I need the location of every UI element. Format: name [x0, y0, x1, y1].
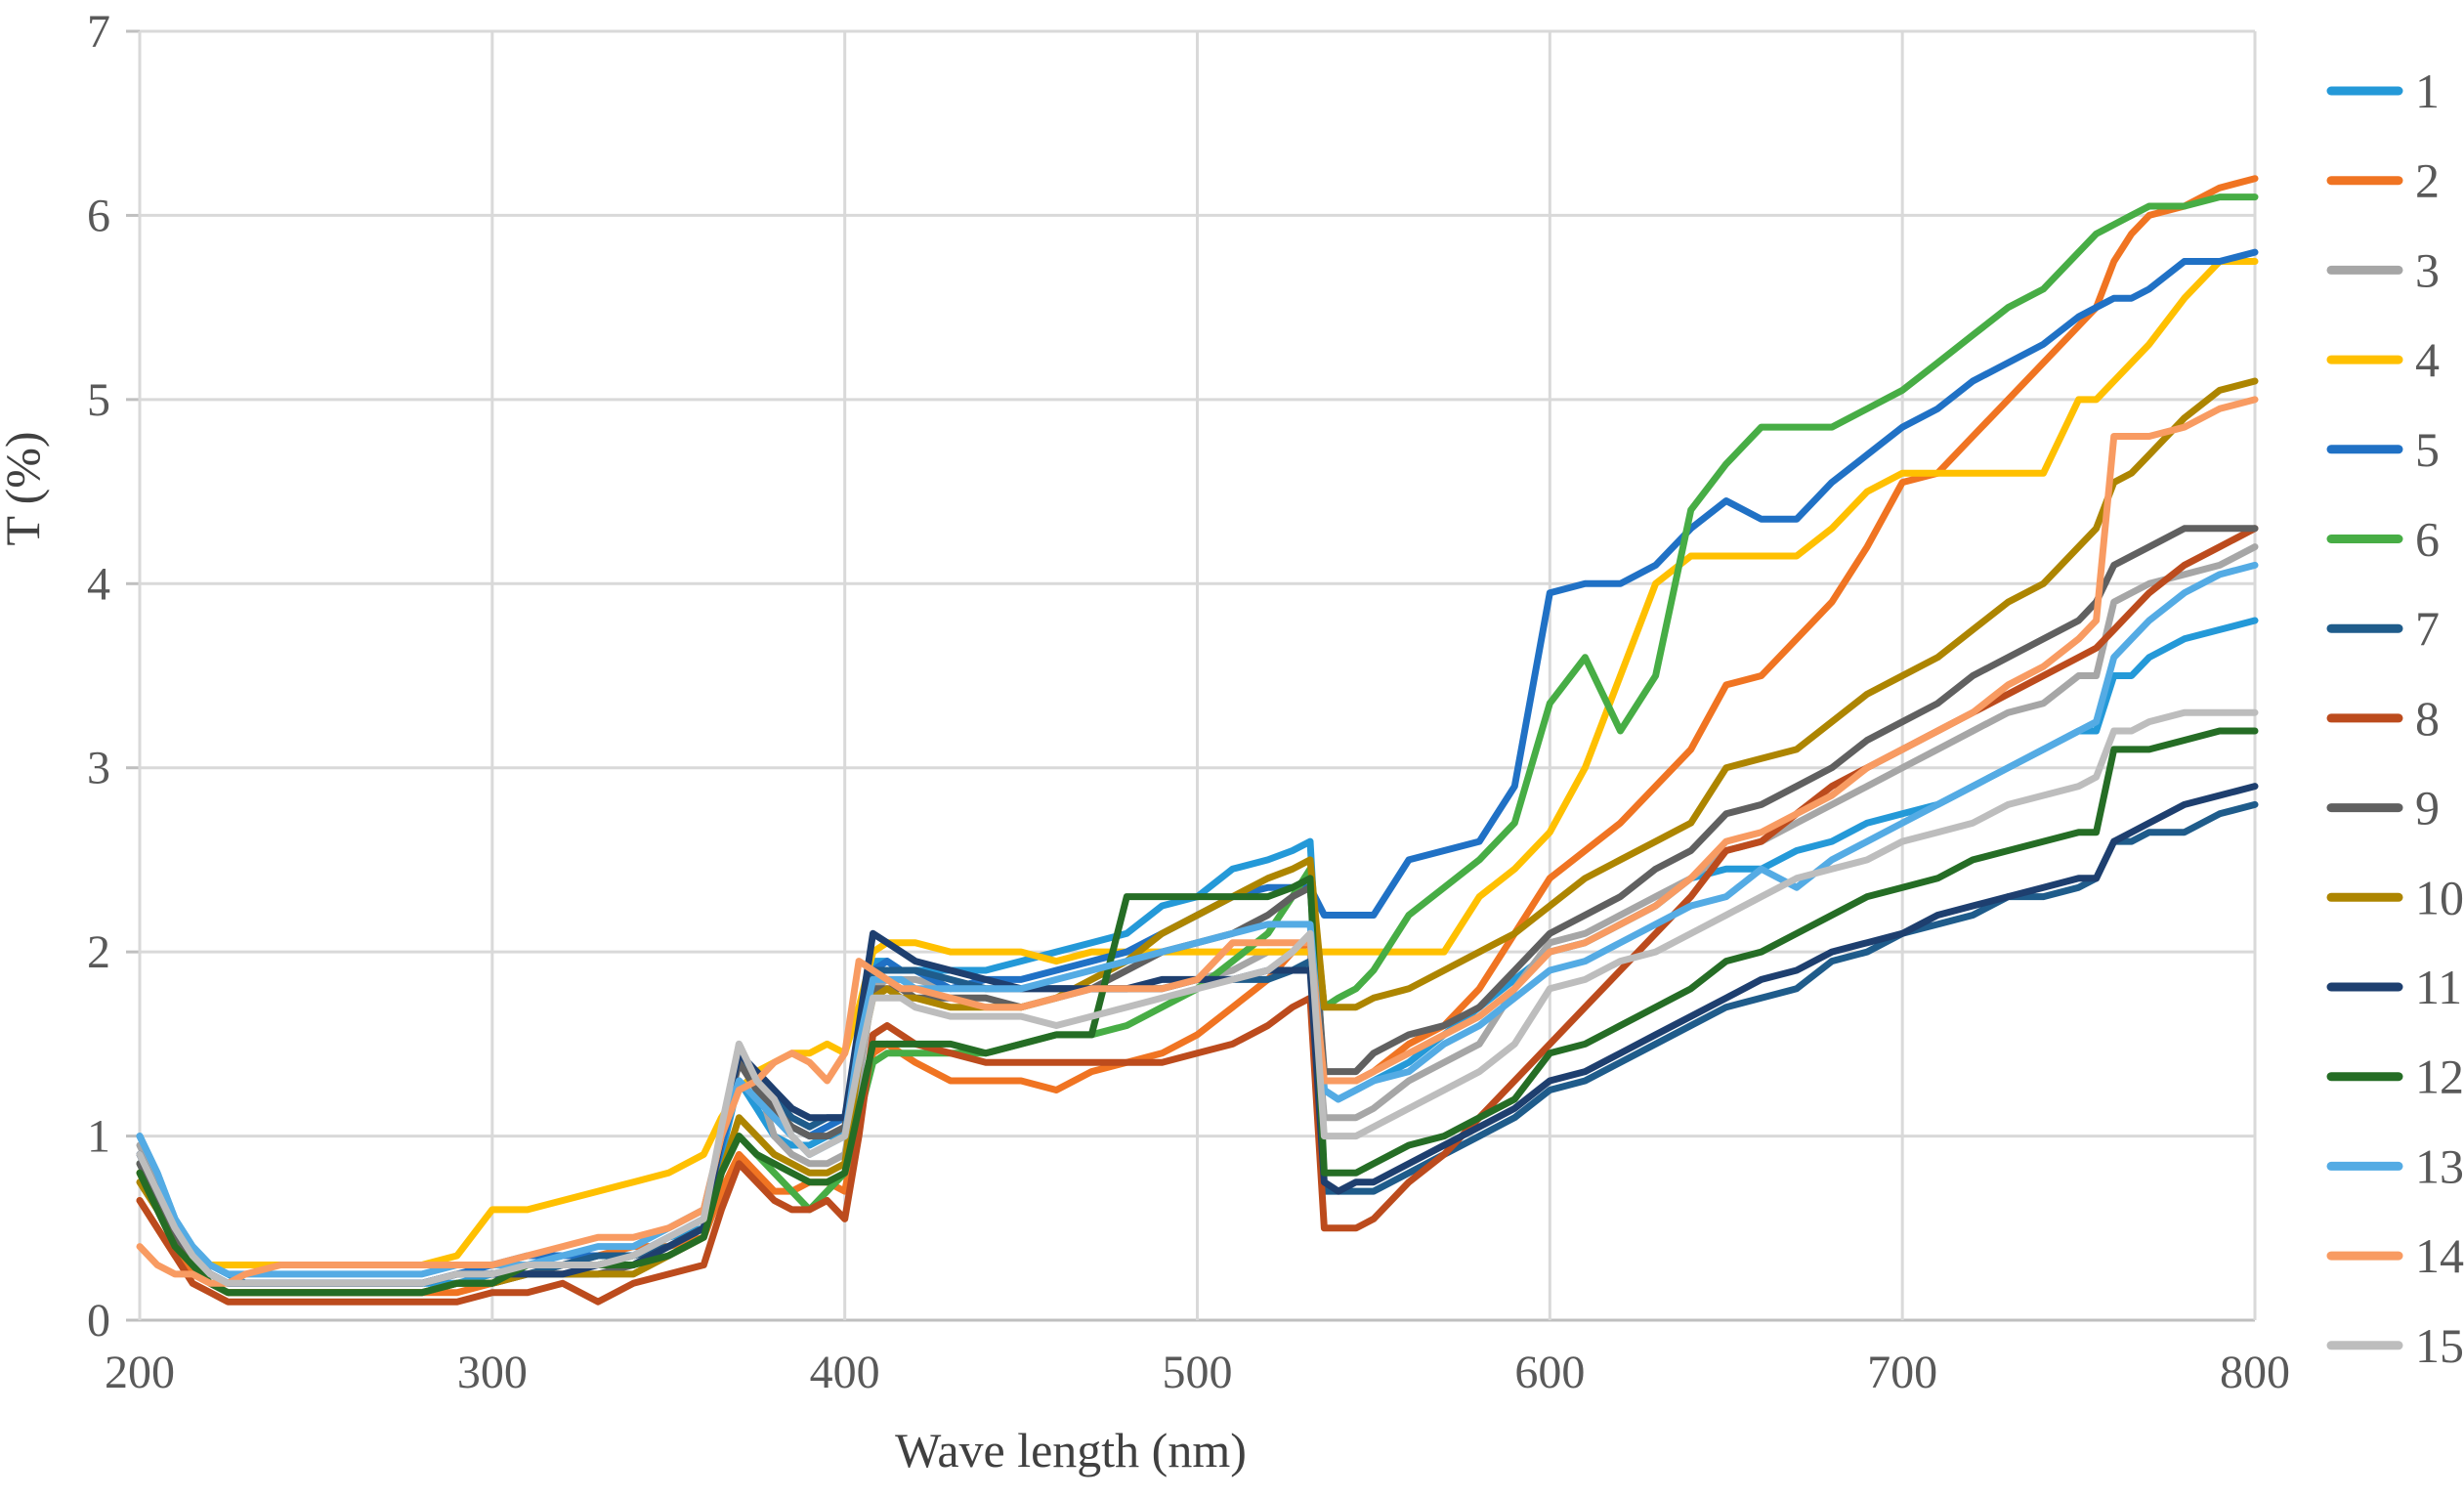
series-line-15 — [136, 708, 2259, 1287]
legend-label-2: 2 — [2415, 153, 2440, 208]
x-tick-label: 800 — [2220, 1347, 2290, 1398]
x-tick-label: 200 — [105, 1347, 175, 1398]
legend-label-9: 9 — [2415, 781, 2440, 835]
y-tick-label: 1 — [87, 1111, 110, 1163]
x-tick-label: 400 — [810, 1347, 880, 1398]
y-tick-label: 5 — [87, 374, 110, 426]
legend-label-10: 10 — [2415, 870, 2464, 924]
x-tick-label: 700 — [1867, 1347, 1937, 1398]
legend-label-3: 3 — [2415, 242, 2440, 297]
series-line-1 — [136, 617, 2259, 1287]
y-tick-label: 2 — [87, 926, 110, 978]
x-tick-label: 600 — [1514, 1347, 1585, 1398]
legend-label-12: 12 — [2415, 1049, 2464, 1104]
legend-label-11: 11 — [2415, 960, 2462, 1014]
y-tick-label: 6 — [87, 190, 110, 241]
legend-label-4: 4 — [2415, 332, 2440, 387]
y-tick-label: 0 — [87, 1295, 110, 1347]
series-line-14 — [136, 396, 2259, 1287]
legend-label-15: 15 — [2415, 1318, 2464, 1373]
y-tick-label: 4 — [87, 558, 110, 610]
legend-label-14: 14 — [2415, 1228, 2464, 1283]
legend-label-13: 13 — [2415, 1138, 2464, 1193]
legend-label-5: 5 — [2415, 422, 2440, 477]
series-line-2 — [136, 175, 2259, 1297]
x-tick-label: 300 — [457, 1347, 528, 1398]
x-axis-title: Wave length (nm) — [895, 1423, 1247, 1478]
y-tick-label: 3 — [87, 743, 110, 794]
legend-label-6: 6 — [2415, 512, 2440, 567]
legend-label-8: 8 — [2415, 691, 2440, 746]
y-tick-label: 7 — [87, 6, 110, 58]
legend-label-7: 7 — [2415, 601, 2440, 656]
x-tick-label: 500 — [1163, 1347, 1233, 1398]
legend-label-1: 1 — [2415, 64, 2440, 118]
y-axis-title: T (%) — [0, 431, 50, 546]
